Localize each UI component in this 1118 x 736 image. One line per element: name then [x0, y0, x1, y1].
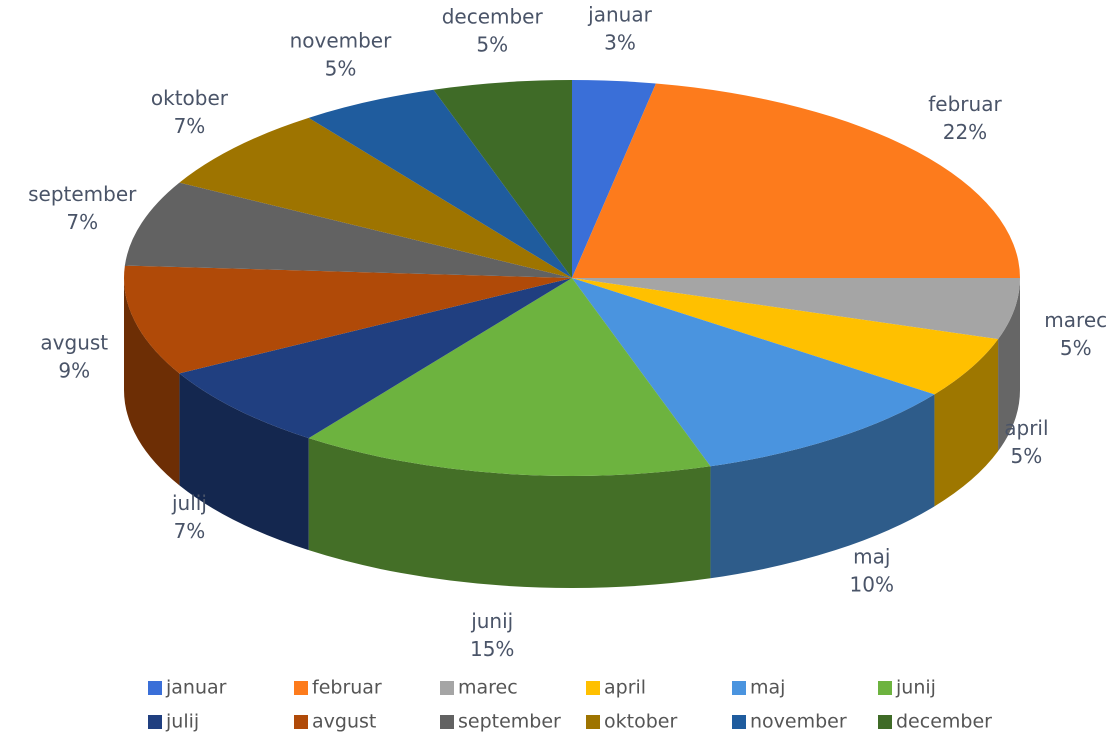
slice: [179, 278, 572, 439]
legend-label: marec: [458, 677, 518, 699]
legend-swatch: [732, 681, 746, 695]
legend-swatch: [586, 681, 600, 695]
slice-side: [998, 278, 1020, 452]
data-label: 7%: [174, 519, 206, 543]
legend-label: september: [458, 711, 561, 733]
data-label-category: november: [290, 29, 393, 53]
legend-swatch: [586, 715, 600, 729]
legend-swatch: [732, 715, 746, 729]
data-label-category: oktober: [151, 86, 229, 110]
legend-label: junij: [895, 677, 936, 699]
legend-label: november: [750, 711, 847, 733]
data-label: 5%: [1060, 336, 1092, 360]
slice: [308, 278, 711, 477]
legend-swatch: [294, 681, 308, 695]
slice-side: [179, 373, 309, 551]
slice: [124, 265, 572, 374]
data-label: 5%: [325, 57, 357, 81]
legend-label: december: [896, 711, 992, 733]
legend-swatch: [440, 715, 454, 729]
data-label-category: april: [1004, 416, 1048, 440]
data-label: 22%: [943, 120, 987, 144]
slice: [572, 278, 1020, 340]
legend-label: avgust: [312, 711, 376, 733]
data-label-category: julij: [171, 491, 207, 515]
data-label-category: februar: [928, 92, 1002, 116]
legend-label: februar: [312, 677, 382, 699]
legend-swatch: [878, 681, 892, 695]
legend-label: oktober: [604, 711, 677, 733]
legend-label: julij: [165, 711, 199, 733]
legend-label: maj: [750, 677, 785, 699]
data-label: 9%: [58, 358, 90, 382]
data-label: 5%: [1011, 444, 1043, 468]
data-label-category: januar: [587, 3, 652, 27]
legend-swatch: [148, 715, 162, 729]
slice: [572, 278, 935, 467]
slice-side: [308, 438, 711, 588]
slice: [179, 117, 572, 278]
slice: [572, 278, 999, 395]
data-label-category: september: [28, 182, 137, 206]
slice-side: [934, 339, 999, 507]
legend-swatch: [294, 715, 308, 729]
data-label: 10%: [850, 572, 894, 596]
data-label-category: maj: [853, 544, 890, 568]
legend-label: april: [604, 677, 646, 699]
slice-side: [124, 278, 180, 486]
legend-label: januar: [165, 677, 227, 699]
data-label: 7%: [66, 210, 98, 234]
slice: [124, 182, 572, 278]
data-label: 15%: [470, 637, 514, 661]
data-label: 5%: [476, 33, 508, 57]
legend-swatch: [148, 681, 162, 695]
slice: [433, 80, 572, 278]
data-label: 7%: [174, 114, 206, 138]
slice-side: [710, 394, 935, 579]
data-label-category: marec: [1044, 308, 1107, 332]
slice: [308, 89, 572, 278]
data-label-category: junij: [470, 609, 513, 633]
legend-swatch: [440, 681, 454, 695]
slice: [572, 80, 656, 278]
data-label: 3%: [604, 31, 636, 55]
data-label-category: december: [442, 5, 544, 29]
data-label-category: avgust: [40, 330, 108, 354]
legend-swatch: [878, 715, 892, 729]
slice: [572, 83, 1021, 278]
